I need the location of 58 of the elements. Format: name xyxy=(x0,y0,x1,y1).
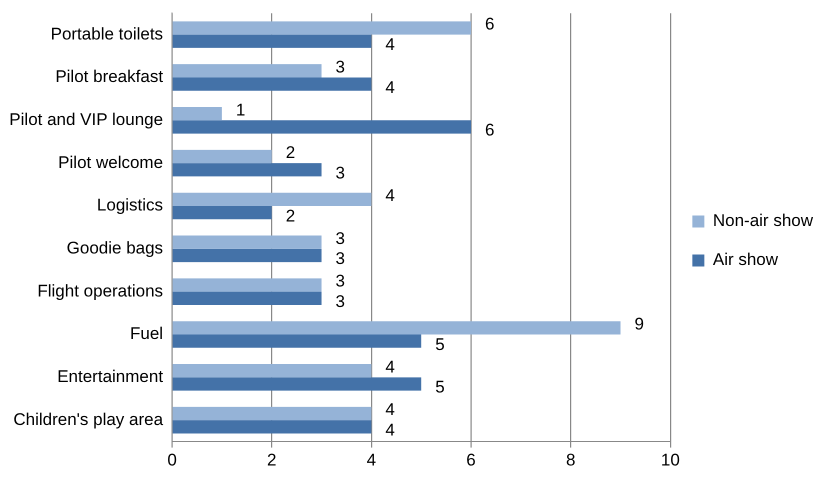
y-tick-label: Goodie bags xyxy=(66,238,164,258)
bar xyxy=(172,278,322,292)
bar xyxy=(172,334,422,348)
y-tick-label: Logistics xyxy=(96,196,164,215)
y-tick-label: Portable toilets xyxy=(50,24,164,44)
bar xyxy=(172,406,372,420)
bar xyxy=(172,150,272,164)
data-label: 2 xyxy=(286,206,296,226)
data-label: 4 xyxy=(385,186,395,206)
x-tick-label: 10 xyxy=(660,450,680,470)
bar xyxy=(172,21,472,35)
data-label: 9 xyxy=(634,314,644,334)
bar xyxy=(172,163,322,176)
y-tick-label: Pilot welcome xyxy=(58,152,164,172)
bar xyxy=(172,206,272,220)
data-label: 4 xyxy=(385,34,395,54)
data-label: 4 xyxy=(385,357,395,376)
bar xyxy=(172,364,372,378)
bar xyxy=(172,192,372,206)
bar xyxy=(172,292,322,305)
data-label: 5 xyxy=(435,378,445,397)
bar xyxy=(172,420,372,434)
x-tick-label: 0 xyxy=(167,450,177,470)
bar xyxy=(172,77,372,91)
data-label: 4 xyxy=(385,78,395,97)
data-label: 3 xyxy=(336,292,346,311)
data-label: 6 xyxy=(485,120,494,140)
bar xyxy=(172,236,322,249)
data-label: 1 xyxy=(236,100,246,120)
bar xyxy=(172,120,472,134)
data-label: 4 xyxy=(385,400,395,420)
y-tick-label: Pilot and VIP lounge xyxy=(9,110,164,129)
bar xyxy=(172,248,322,262)
data-label: 6 xyxy=(485,14,494,34)
data-label: 3 xyxy=(336,163,346,182)
y-tick-label: Pilot breakfast xyxy=(55,67,164,86)
x-tick-label: 2 xyxy=(266,450,276,470)
bar xyxy=(172,321,621,334)
data-label: 3 xyxy=(336,58,346,77)
y-tick-label: Children's play area xyxy=(13,410,164,429)
data-label: 4 xyxy=(385,420,395,440)
data-label: 2 xyxy=(286,143,296,162)
bar xyxy=(172,107,222,120)
bar xyxy=(172,34,372,48)
data-label: 3 xyxy=(336,272,346,291)
data-label: 5 xyxy=(435,334,445,354)
y-tick-label: Entertainment xyxy=(57,367,164,386)
y-tick-label: Fuel xyxy=(130,324,164,344)
legend-label: Air show xyxy=(712,250,779,270)
data-label: 3 xyxy=(336,249,346,268)
legend-label: Non-air show xyxy=(712,211,814,230)
bar xyxy=(172,64,322,78)
x-tick-label: 4 xyxy=(366,450,376,470)
x-tick-label: 8 xyxy=(566,450,576,470)
y-tick-label: Flight operations xyxy=(37,281,164,300)
x-tick-label: 6 xyxy=(466,450,476,470)
data-label: 3 xyxy=(336,228,346,248)
bar xyxy=(172,377,422,391)
